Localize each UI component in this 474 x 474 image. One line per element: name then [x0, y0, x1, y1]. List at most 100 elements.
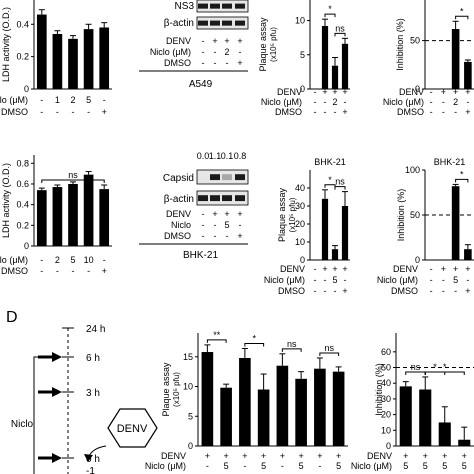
plaque-a549-condition-label: DMSO [275, 107, 302, 117]
inhib-timecourse-condition-value: + [442, 451, 447, 461]
plaque-a549-condition-value: - [324, 107, 327, 117]
inhib-bhk-ylabel: Inhibition (%) [396, 189, 406, 242]
timeline-arrow-head [52, 453, 62, 463]
inhib-timecourse-condition-value: + [423, 451, 428, 461]
blot-bhk-condition-value: - [239, 220, 242, 230]
plaque-bhk-condition-value: + [342, 264, 347, 274]
plaque-a549-ylabel-unit: (x10⁵ pfu) [269, 27, 278, 62]
plaque-bhk-title: BHK-21 [314, 157, 346, 167]
blot-bhk-condition-value: - [202, 220, 205, 230]
plaque-bhk-condition-label: Niclo (μM) [264, 275, 305, 285]
plaque-a549-ytick-label: 0 [300, 84, 305, 94]
inhib-timecourse-condition-value: 5 [403, 461, 408, 471]
inhib-timecourse-sig-label: * [443, 362, 447, 372]
ldh-bhk-bar [36, 190, 47, 246]
inhib-bhk-title: BHK-21 [434, 157, 466, 167]
ldh-a549-ytick-label: 0.4 [16, 19, 29, 29]
inhib-timecourse-bar [399, 386, 412, 446]
plaque-a549-condition-value: + [342, 87, 347, 97]
inhib-timecourse-ytick-label: 10 [381, 425, 391, 435]
inhib-timecourse-condition-value: 5 [462, 461, 467, 471]
ldh-bhk-condition-label: Niclo (μM) [0, 255, 28, 265]
virus-label: DENV [117, 423, 148, 435]
blot-a549-condition-value: + [224, 36, 229, 46]
plaque-bhk-sig-label: ns [335, 177, 345, 187]
ldh-bhk-bar [83, 174, 94, 246]
plaque-a549-condition-value: + [332, 87, 337, 97]
ldh-bhk-condition-value: - [40, 266, 43, 276]
blot-bhk-condition-value: 5 [224, 220, 229, 230]
plaque-bhk-bar [331, 249, 339, 260]
plaque-timecourse-condition-value: 5 [336, 461, 341, 471]
inhib-timecourse-bar [419, 389, 432, 446]
inhib-bhk-sig-label: * [460, 169, 464, 179]
plaque-a549-sig-label: * [328, 4, 332, 14]
plaque-timecourse-condition-label: DENV [161, 451, 186, 461]
plaque-bhk-bar [341, 206, 349, 260]
blot-a549-row-label: NS3 [175, 1, 195, 12]
inhib-bhk-condition-value: - [442, 275, 445, 285]
ldh-bhk-sig-bracket [41, 179, 105, 183]
inhib-timecourse-bar [438, 422, 451, 446]
plaque-timecourse-condition-value: + [298, 451, 303, 461]
blot-bhk-quant-value: 0.1 [221, 151, 234, 161]
plaque-timecourse-bar [239, 357, 251, 446]
plaque-a549-sig-bracket [324, 13, 336, 18]
plaque-bhk-ylabel: Plaque assay [277, 187, 287, 242]
inhib-a549-condition-label: DENV [399, 87, 424, 97]
plaque-a549-condition-value: 2 [332, 97, 337, 107]
inhib-a549-condition-value: - [454, 107, 457, 117]
blot-a549-row-label: β-actin [164, 18, 194, 29]
plaque-timecourse-condition-value: - [206, 461, 209, 471]
inhib-a549-bar [464, 61, 472, 89]
ldh-a549-condition-value: - [40, 107, 43, 117]
blot-bhk-row-label: β-actin [164, 194, 194, 205]
blot-a549-cell-line: A549 [189, 79, 213, 90]
plaque-timecourse-condition-value: + [261, 451, 266, 461]
ldh-bhk-ytick-label: 0.8 [16, 158, 29, 168]
plaque-a549-sig-label: ns [335, 23, 345, 33]
blot-a549-condition-value: + [237, 58, 242, 68]
blot-bhk-condition-label: Niclo [171, 220, 191, 230]
ldh-bhk-condition-value: 10 [84, 255, 94, 265]
blot-bhk-condition-value: + [224, 209, 229, 219]
inhib-a549-ylabel: Inhibition (%) [395, 18, 405, 71]
timeline-bracket [33, 356, 38, 474]
blot-bhk-condition-label: DMSO [164, 231, 191, 241]
ldh-a549-ylabel: LDH activity (O.D.) [1, 7, 11, 82]
plaque-bhk-condition-value: - [334, 286, 337, 296]
inhib-timecourse-condition-value: 5 [442, 461, 447, 471]
plaque-timecourse-bar [276, 365, 289, 446]
plaque-timecourse-bar [314, 368, 326, 446]
blot-bhk-band [198, 195, 208, 202]
plaque-timecourse-sig-label: ns [324, 343, 334, 353]
inhib-bhk-condition-value: + [453, 264, 458, 274]
ldh-a549-bar [68, 38, 78, 89]
timeline-arrow-head [52, 352, 62, 362]
panel-d-label: D [6, 309, 18, 326]
ldh-a549-chart: 0.4 0.2 0 LDH activity (O.D.) Niclo (μM) - 12 5… [0, 0, 112, 117]
plaque-bhk-condition-label: DENV [280, 264, 305, 274]
inhib-bhk-ytick-label: 100 [405, 165, 420, 175]
inhib-bhk-condition-value: - [454, 286, 457, 296]
plaque-bhk-ytick-label: 30 [295, 201, 305, 211]
plaque-timecourse-sig-bracket [244, 342, 265, 347]
inhib-bhk-condition-label: DMSO [391, 286, 418, 296]
inhib-bhk-condition-label: Niclo (μM) [377, 275, 418, 285]
virus-hexagon [107, 408, 158, 448]
inhib-a549-condition-value: - [442, 107, 445, 117]
inhib-timecourse-ytick-label: 20 [381, 410, 391, 420]
blot-a549-band [222, 20, 232, 26]
inhib-timecourse-sig-bracket [424, 371, 465, 375]
inhib-timecourse-ylabel: Inhibition (%) [374, 363, 384, 416]
blot-a549-condition-value: - [214, 47, 217, 57]
blot-a549-condition-label: Niclo (μM) [150, 47, 191, 57]
inhib-bhk-condition-value: 5 [453, 275, 458, 285]
inhib-a549-condition-value: + [465, 107, 470, 117]
ldh-a549-condition-value: - [103, 95, 106, 105]
inhib-timecourse-condition-label: Niclo (μM) [351, 461, 392, 471]
inhib-a549-condition-label: DMSO [397, 107, 424, 117]
plaque-timecourse-condition-value: 5 [261, 461, 266, 471]
